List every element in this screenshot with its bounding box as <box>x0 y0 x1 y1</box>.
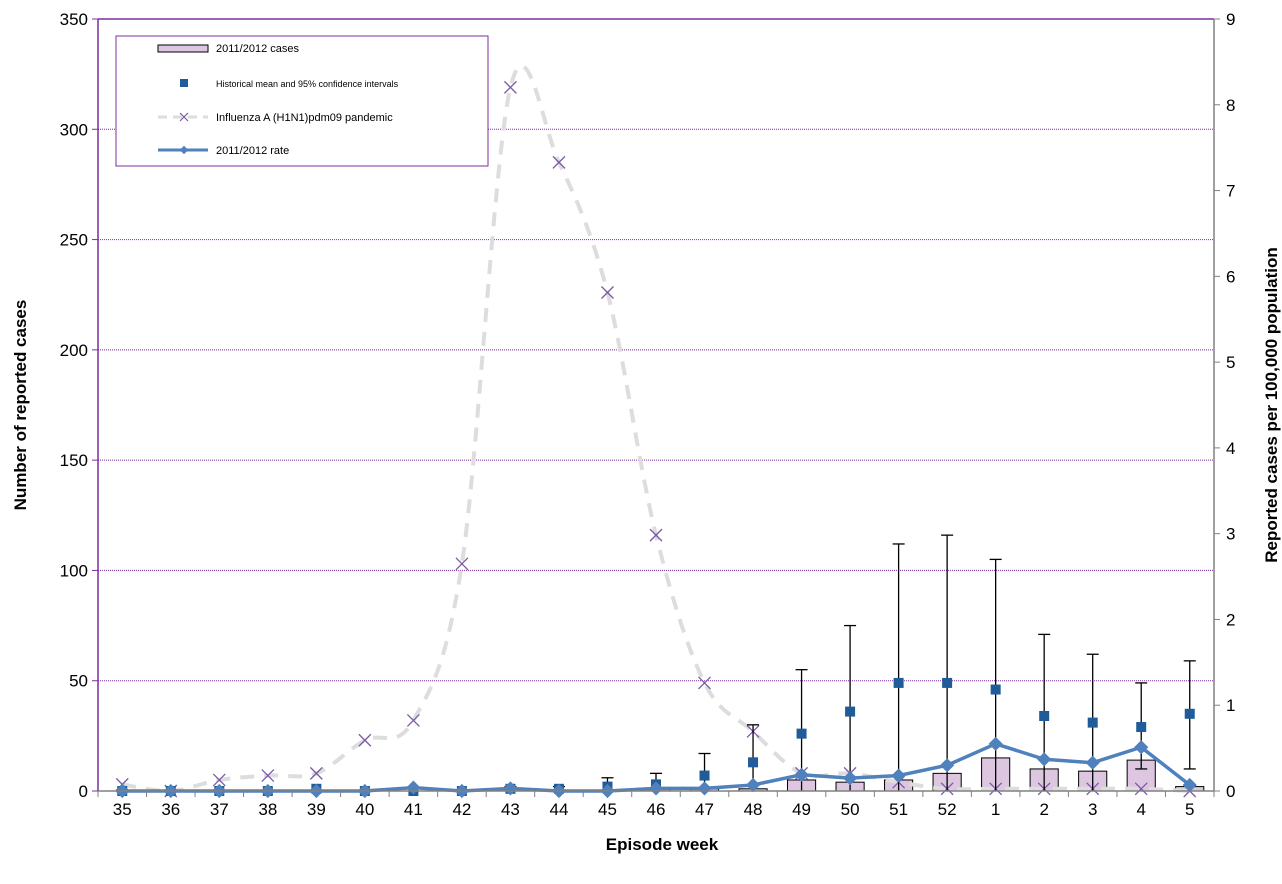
x-tick-label-52: 52 <box>938 800 957 819</box>
x-axis-title: Episode week <box>606 835 719 854</box>
legend-rate-swatch-marker <box>179 145 189 155</box>
x-tick-label-35: 35 <box>113 800 132 819</box>
rate-marker-51 <box>891 768 906 783</box>
x-tick-label-36: 36 <box>161 800 180 819</box>
rate-marker-46 <box>648 781 664 796</box>
rate-marker-47 <box>697 781 712 796</box>
y-tick-label-50: 50 <box>69 672 88 691</box>
x-tick-label-48: 48 <box>744 800 763 819</box>
rate-marker-4 <box>1134 740 1149 755</box>
pandemic-marker-39 <box>309 766 323 780</box>
x-tick-label-51: 51 <box>889 800 908 819</box>
x-tick-label-38: 38 <box>258 800 277 819</box>
y-tick-label-100: 100 <box>60 561 88 580</box>
rate-marker-2 <box>1037 752 1052 767</box>
pandemic-marker-47 <box>698 676 711 690</box>
x-tick-label-3: 3 <box>1088 800 1097 819</box>
historical-mean-5 <box>1184 708 1195 719</box>
rate-marker-3 <box>1085 755 1100 770</box>
legend-bar-swatch <box>157 44 209 53</box>
historical-mean-4 <box>1136 722 1147 733</box>
x-tick-label-43: 43 <box>501 800 520 819</box>
historical-mean-2 <box>1039 711 1050 722</box>
historical-mean-52 <box>942 677 953 688</box>
pandemic-marker-42 <box>455 557 469 571</box>
gridlines <box>98 128 1214 682</box>
pandemic-marker-41 <box>406 713 420 727</box>
y2-tick-label-5: 5 <box>1226 353 1235 372</box>
x-tick-label-42: 42 <box>452 800 471 819</box>
rate-marker-48 <box>745 777 761 793</box>
rate-marker-1 <box>988 736 1003 751</box>
pandemic-marker-43 <box>503 80 517 94</box>
x-tick-label-45: 45 <box>598 800 617 819</box>
y-tick-label-0: 0 <box>79 782 88 801</box>
y2-tick-label-4: 4 <box>1226 439 1235 458</box>
x-tick-label-37: 37 <box>210 800 229 819</box>
y-tick-label-200: 200 <box>60 341 88 360</box>
y2-tick-label-9: 9 <box>1226 10 1235 29</box>
x-tick-label-41: 41 <box>404 800 423 819</box>
x-tick-label-4: 4 <box>1136 800 1145 819</box>
rate-marker-5 <box>1182 777 1197 793</box>
rate-marker-52 <box>940 758 955 773</box>
legend-historical-swatch <box>180 79 188 87</box>
legend-bar-label: 2011/2012 cases <box>216 43 299 55</box>
y2-tick-label-1: 1 <box>1226 696 1235 715</box>
rate-marker-49 <box>794 767 809 782</box>
historical-mean-48 <box>748 757 759 768</box>
pandemic-marker-46 <box>649 528 663 542</box>
x-tick-label-46: 46 <box>647 800 666 819</box>
y2-tick-label-6: 6 <box>1226 267 1235 286</box>
x-tick-label-40: 40 <box>355 800 374 819</box>
rate-marker-50 <box>843 771 858 786</box>
pandemic-marker-45 <box>601 286 614 299</box>
legend-rate-label: 2011/2012 rate <box>216 145 289 157</box>
x-tick-label-1: 1 <box>991 800 1000 819</box>
y-tick-label-300: 300 <box>60 120 88 139</box>
pandemic-line <box>121 64 1190 794</box>
y-tick-label-150: 150 <box>60 451 88 470</box>
pandemic-marker-40 <box>358 733 372 747</box>
historical-mean-50 <box>845 706 856 717</box>
pandemic-marker-37 <box>212 773 226 787</box>
y2-tick-label-7: 7 <box>1226 182 1235 201</box>
axes <box>97 18 1215 792</box>
historical-mean-1 <box>990 684 1001 695</box>
rate-series <box>115 736 1197 799</box>
pandemic-marker-4 <box>1134 782 1148 796</box>
x-tick-label-2: 2 <box>1039 800 1048 819</box>
x-tick-label-47: 47 <box>695 800 714 819</box>
legend-box <box>115 35 489 167</box>
x-tick-label-44: 44 <box>549 800 568 819</box>
historical-mean-3 <box>1087 717 1098 728</box>
y-axis-title: Number of reported cases <box>11 300 30 511</box>
pandemic-marker-44 <box>552 155 566 169</box>
historical-mean-49 <box>796 728 807 739</box>
historical-mean-51 <box>893 677 904 688</box>
y2-tick-label-8: 8 <box>1226 96 1235 115</box>
pandemic-series <box>115 64 1197 798</box>
pandemic-marker-38 <box>261 769 275 783</box>
historical-mean-47 <box>699 770 710 781</box>
y2-tick-label-2: 2 <box>1226 610 1235 629</box>
x-tick-label-39: 39 <box>307 800 326 819</box>
x-tick-label-50: 50 <box>841 800 860 819</box>
y2-axis-title: Reported cases per 100,000 population <box>1262 247 1281 563</box>
legend-pandemic-swatch-marker <box>179 112 189 122</box>
y2-tick-label-0: 0 <box>1226 782 1235 801</box>
x-tick-label-49: 49 <box>792 800 811 819</box>
rate-marker-43 <box>503 781 518 796</box>
x-tick-label-5: 5 <box>1185 800 1194 819</box>
legend-pandemic-label: Influenza A (H1N1)pdm09 pandemic <box>216 112 393 124</box>
legend-historical-label: Historical mean and 95% confidence inter… <box>216 79 399 89</box>
y-tick-label-350: 350 <box>60 10 88 29</box>
legend: 2011/2012 cases Historical mean and 95% … <box>115 35 489 167</box>
y2-tick-label-3: 3 <box>1226 525 1235 544</box>
y-tick-label-250: 250 <box>60 231 88 250</box>
